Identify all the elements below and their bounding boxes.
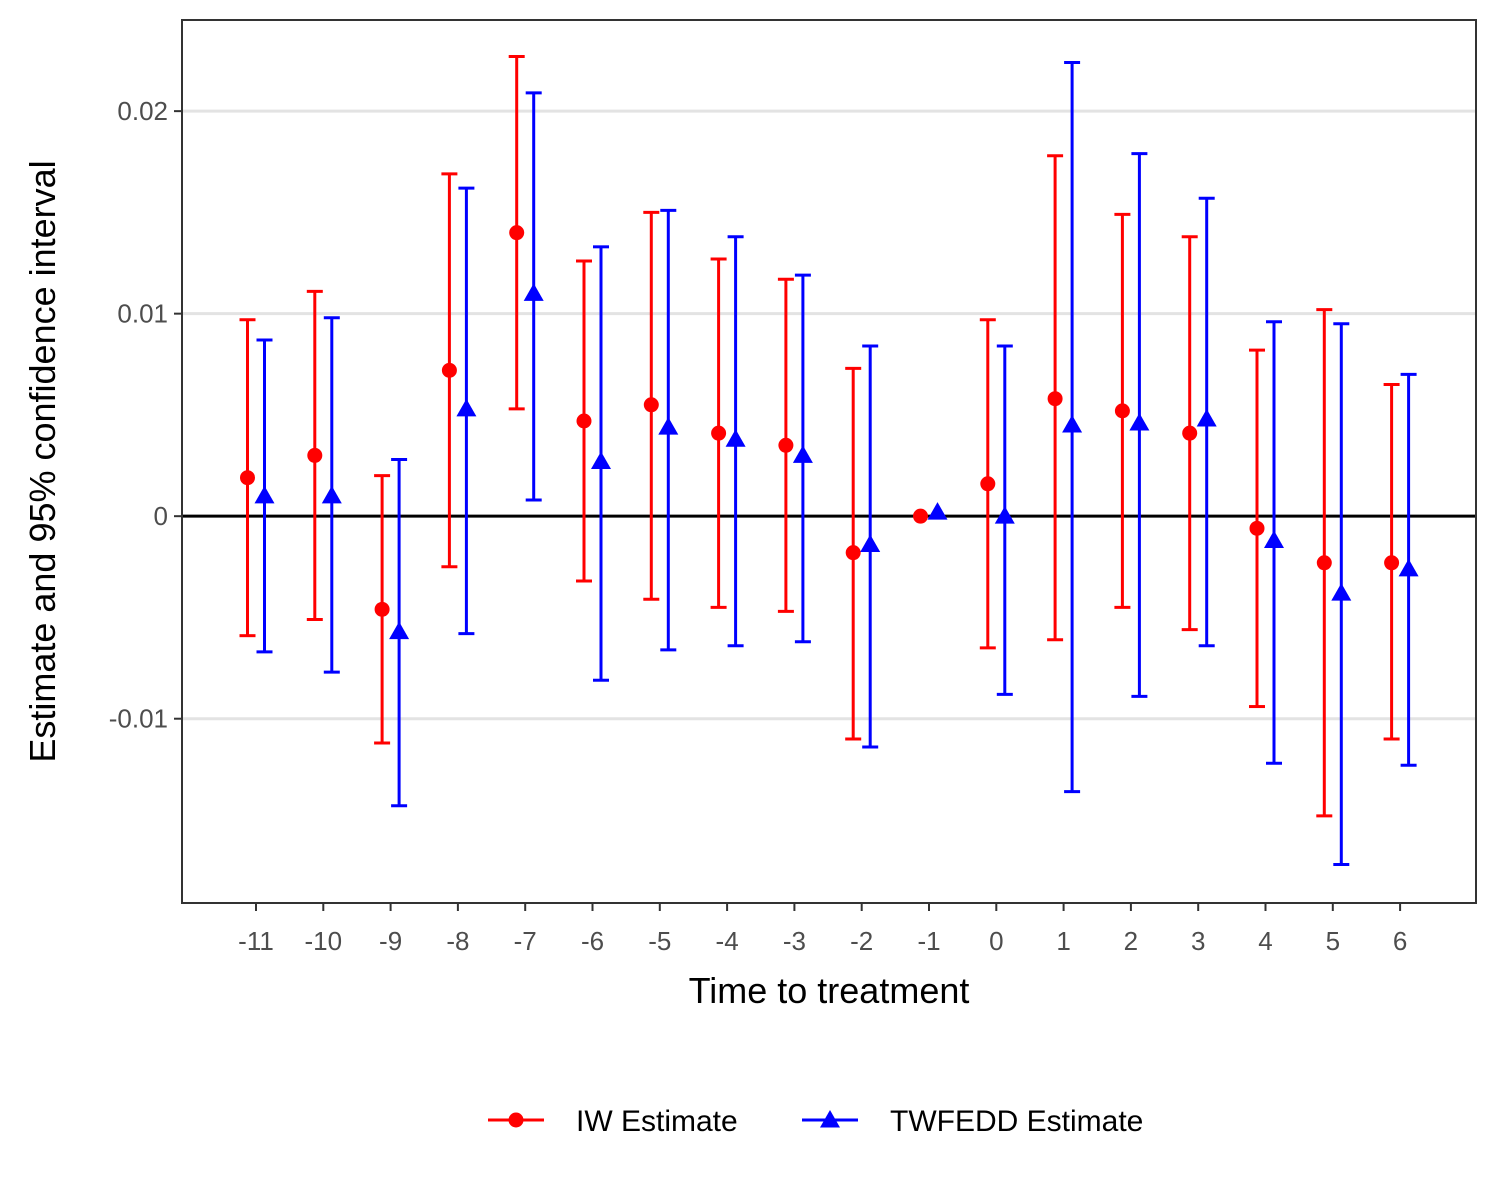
twfedd-estimate-point [523, 283, 544, 301]
x-tick-label: 3 [1191, 926, 1205, 956]
legend-key-triangle [820, 1110, 840, 1128]
x-tick-label: 4 [1258, 926, 1272, 956]
x-tick-label: -9 [379, 926, 402, 956]
y-axis-title: Estimate and 95% confidence interval [22, 160, 63, 762]
iw-estimate-point [1384, 555, 1400, 571]
legend-item: TWFEDD Estimate [802, 1105, 1143, 1138]
y-tick-label: 0.02 [117, 96, 168, 126]
twfedd-estimate-point [860, 534, 881, 553]
legend-key-circle [508, 1112, 524, 1128]
y-axis-ticks: -0.01 0 0.01 0.02 [109, 96, 182, 734]
x-tick-label: -5 [648, 926, 671, 956]
twfedd-estimate-point [927, 502, 948, 520]
x-tick-label: -6 [581, 926, 604, 956]
iw-estimate-point [1182, 425, 1198, 441]
x-tick-label: -2 [850, 926, 873, 956]
iw-estimate-point [1316, 555, 1332, 571]
iw-estimate-point [240, 470, 255, 486]
iw-estimate-point [441, 362, 457, 378]
x-tick-label: 2 [1124, 926, 1138, 956]
twfedd-estimate-point [1129, 413, 1150, 431]
legend-item: IW Estimate [488, 1105, 738, 1138]
iw-estimate-point [778, 437, 794, 453]
twfedd-estimate-point [1196, 408, 1217, 427]
legend: IW Estimate TWFEDD Estimate [488, 1105, 1143, 1138]
iw-estimate-point [509, 225, 525, 241]
y-tick-label: 0.01 [117, 299, 168, 329]
plot-panel-border [181, 19, 1477, 904]
x-axis-ticks: -11 -10 -9 -8 -7 -6 -5 -4 -3 -2 -1 0 1 2 3 4 5 6 [238, 903, 1407, 956]
twfedd-estimate-point [1264, 530, 1284, 548]
twfedd-estimate-point [254, 485, 275, 504]
legend-label: TWFEDD Estimate [890, 1105, 1143, 1138]
iw-estimate-point [1249, 520, 1265, 536]
twfedd-estimate-point [1062, 415, 1083, 433]
twfedd-estimate-point [725, 429, 746, 447]
iw-estimate-point [913, 508, 928, 524]
twfedd-estimate-point [591, 451, 611, 469]
twfedd-estimate-point [658, 417, 679, 435]
iw-estimate-point [1114, 403, 1130, 419]
x-axis-title: Time to treatment [689, 970, 970, 1011]
x-tick-label: 6 [1393, 926, 1407, 956]
iw-estimate-point [1047, 391, 1063, 407]
x-tick-label: -8 [446, 926, 469, 956]
twfedd-estimate-point [456, 398, 477, 417]
x-tick-label: -4 [716, 926, 739, 956]
twfedd-estimate-point [1331, 583, 1352, 601]
twfedd-estimate-point [389, 621, 410, 640]
x-tick-label: -11 [238, 926, 274, 956]
iw-estimate-point [374, 601, 390, 617]
twfedd-estimate-point [994, 506, 1015, 524]
estimate-points [240, 225, 1419, 640]
twfedd-estimate-point [321, 485, 342, 504]
y-tick-label: -0.01 [109, 704, 168, 734]
y-tick-label: 0 [154, 501, 168, 531]
x-tick-label: 1 [1056, 926, 1070, 956]
twfedd-estimate-point [1398, 558, 1419, 577]
error-bars [239, 54, 1417, 867]
iw-estimate-point [576, 413, 592, 429]
x-tick-label: -7 [514, 926, 537, 956]
iw-estimate-point [643, 397, 659, 413]
iw-estimate-point [980, 476, 996, 492]
x-tick-label: -1 [917, 926, 940, 956]
x-tick-label: 5 [1326, 926, 1340, 956]
x-tick-label: -3 [783, 926, 806, 956]
iw-estimate-point [307, 447, 323, 463]
twfedd-estimate-point [792, 445, 813, 463]
iw-estimate-point [845, 545, 861, 561]
legend-label: IW Estimate [576, 1105, 738, 1138]
iw-estimate-point [711, 425, 727, 441]
x-tick-label: -10 [305, 926, 343, 956]
x-tick-label: 0 [989, 926, 1003, 956]
